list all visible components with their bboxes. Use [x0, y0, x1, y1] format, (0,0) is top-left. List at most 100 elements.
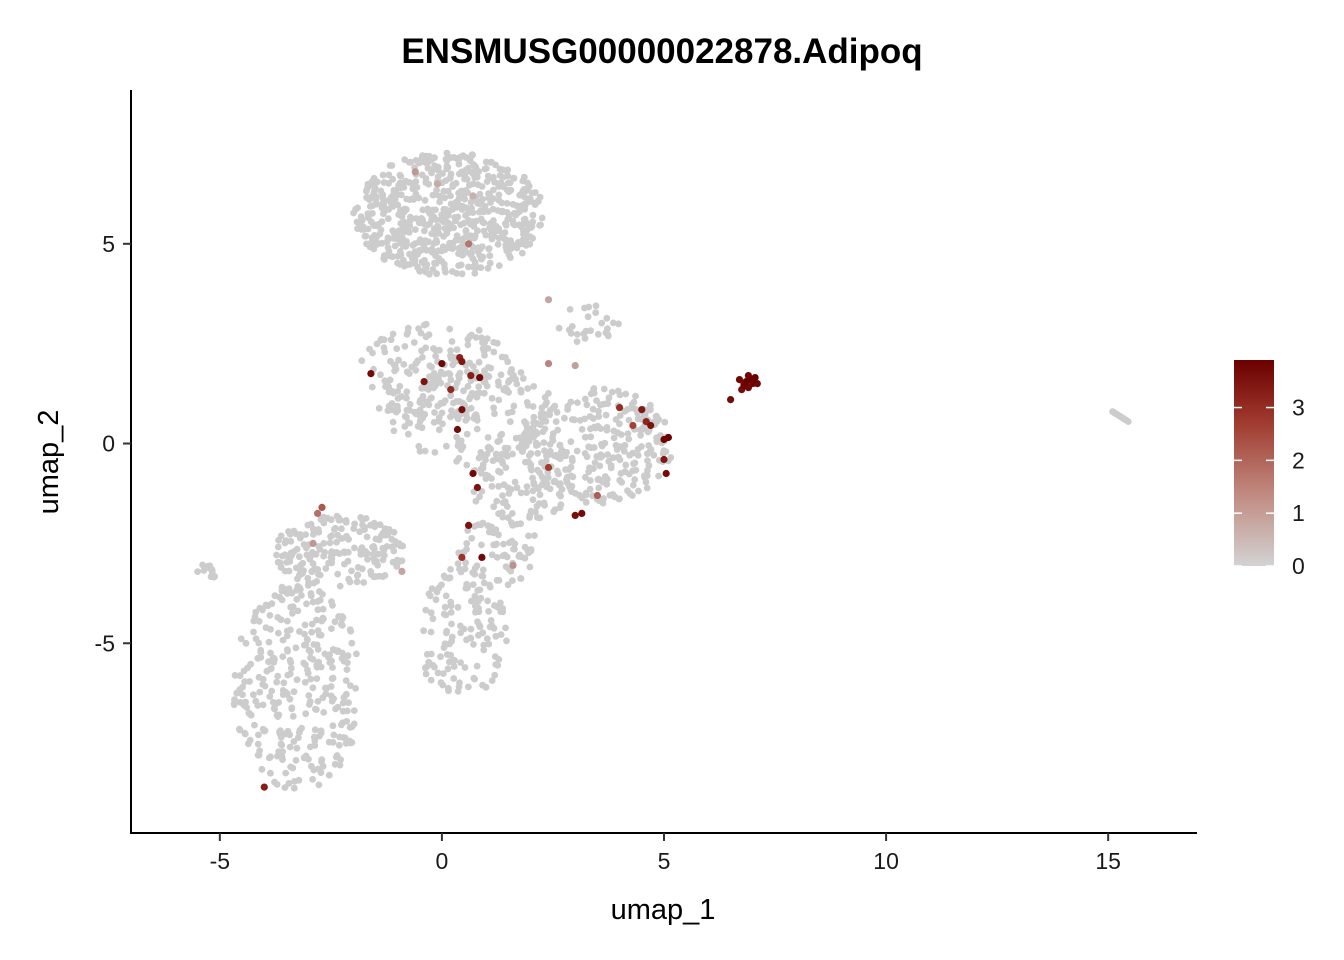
cell-point — [405, 228, 413, 236]
cell-point — [510, 545, 517, 553]
cell-point — [320, 709, 328, 716]
cell-point — [342, 739, 350, 747]
cell-point — [414, 357, 422, 365]
cell-point — [495, 191, 503, 199]
cell-point — [401, 156, 409, 164]
expressing-cell-point — [260, 783, 268, 791]
expressing-cell-point — [544, 296, 553, 304]
cell-point — [273, 551, 280, 559]
cell-point — [377, 371, 384, 379]
cell-point — [250, 628, 257, 636]
cell-point — [336, 516, 344, 524]
cell-point — [464, 341, 472, 349]
cell-point — [525, 452, 533, 459]
color-legend: 0 1 2 3 — [1234, 360, 1305, 579]
cell-point — [661, 418, 669, 426]
cell-point — [467, 625, 475, 633]
cell-point — [428, 585, 436, 592]
cell-point — [493, 554, 501, 561]
cell-point — [429, 191, 437, 199]
y-axis-ticks: -5 0 5 — [95, 231, 131, 656]
cell-point — [461, 664, 469, 671]
cell-point — [266, 693, 274, 700]
cell-point — [358, 357, 366, 365]
cell-point — [490, 404, 497, 412]
cell-point — [348, 639, 356, 647]
cell-point — [374, 239, 381, 247]
cell-point — [581, 395, 589, 403]
cell-point — [286, 695, 294, 703]
cell-point — [274, 672, 282, 680]
cell-point — [391, 188, 399, 196]
cell-point — [254, 654, 262, 662]
cell-point — [444, 665, 452, 673]
cell-point — [634, 451, 642, 459]
cell-point — [517, 489, 525, 497]
cell-point — [1124, 418, 1132, 425]
cell-point — [292, 564, 300, 572]
cell-point — [598, 319, 606, 327]
cell-point — [427, 395, 435, 402]
cell-point — [392, 538, 399, 545]
cell-point — [497, 631, 505, 638]
cell-point — [616, 391, 624, 399]
cell-point — [406, 419, 414, 427]
cell-point — [447, 170, 455, 178]
cell-point — [428, 169, 435, 177]
cell-point — [278, 596, 286, 604]
cell-point — [418, 171, 426, 179]
cell-point — [467, 198, 475, 206]
cell-point — [453, 379, 461, 387]
cell-point — [484, 364, 492, 371]
cell-point — [581, 433, 589, 441]
cell-point — [541, 447, 548, 455]
cell-point — [463, 540, 471, 547]
expressing-cell-point — [469, 469, 477, 478]
cell-point — [625, 416, 633, 424]
cell-point — [632, 392, 639, 400]
cell-point — [621, 468, 629, 476]
cell-point — [422, 333, 430, 341]
cell-point — [330, 731, 338, 739]
cell-point — [406, 217, 414, 225]
cell-point — [302, 531, 309, 538]
cell-point — [647, 446, 655, 453]
cell-point — [503, 386, 511, 394]
cell-point — [523, 489, 530, 496]
cell-point — [328, 697, 336, 705]
cell-point — [302, 710, 310, 718]
cell-point — [319, 694, 327, 702]
cell-point — [411, 408, 418, 416]
cell-point — [239, 691, 246, 699]
cell-point — [470, 641, 477, 648]
cell-point — [417, 215, 425, 222]
cell-point — [567, 463, 575, 471]
cell-point — [494, 438, 502, 445]
cell-point — [347, 682, 354, 689]
expressing-cell-point — [616, 404, 624, 412]
cell-point — [236, 725, 243, 733]
cell-point — [393, 402, 401, 410]
cell-point — [490, 503, 498, 511]
cell-point — [479, 566, 487, 574]
cell-point — [304, 581, 312, 589]
cell-point — [243, 704, 251, 711]
cell-point — [262, 601, 270, 609]
expressing-cell-point — [664, 433, 673, 442]
cell-point — [358, 544, 366, 552]
cell-point — [501, 498, 509, 506]
cell-point — [315, 570, 322, 578]
cell-point — [422, 344, 430, 352]
cell-point — [262, 624, 270, 631]
cell-point — [411, 259, 418, 267]
cell-point — [312, 705, 319, 713]
cell-point — [420, 321, 428, 329]
cell-point — [488, 677, 496, 684]
cell-point — [581, 415, 588, 423]
cell-point — [616, 476, 624, 484]
cell-point — [309, 548, 316, 556]
cell-point — [250, 617, 258, 625]
cell-point — [643, 484, 651, 492]
cell-point — [296, 628, 303, 635]
x-axis-title: umap_1 — [611, 894, 716, 926]
